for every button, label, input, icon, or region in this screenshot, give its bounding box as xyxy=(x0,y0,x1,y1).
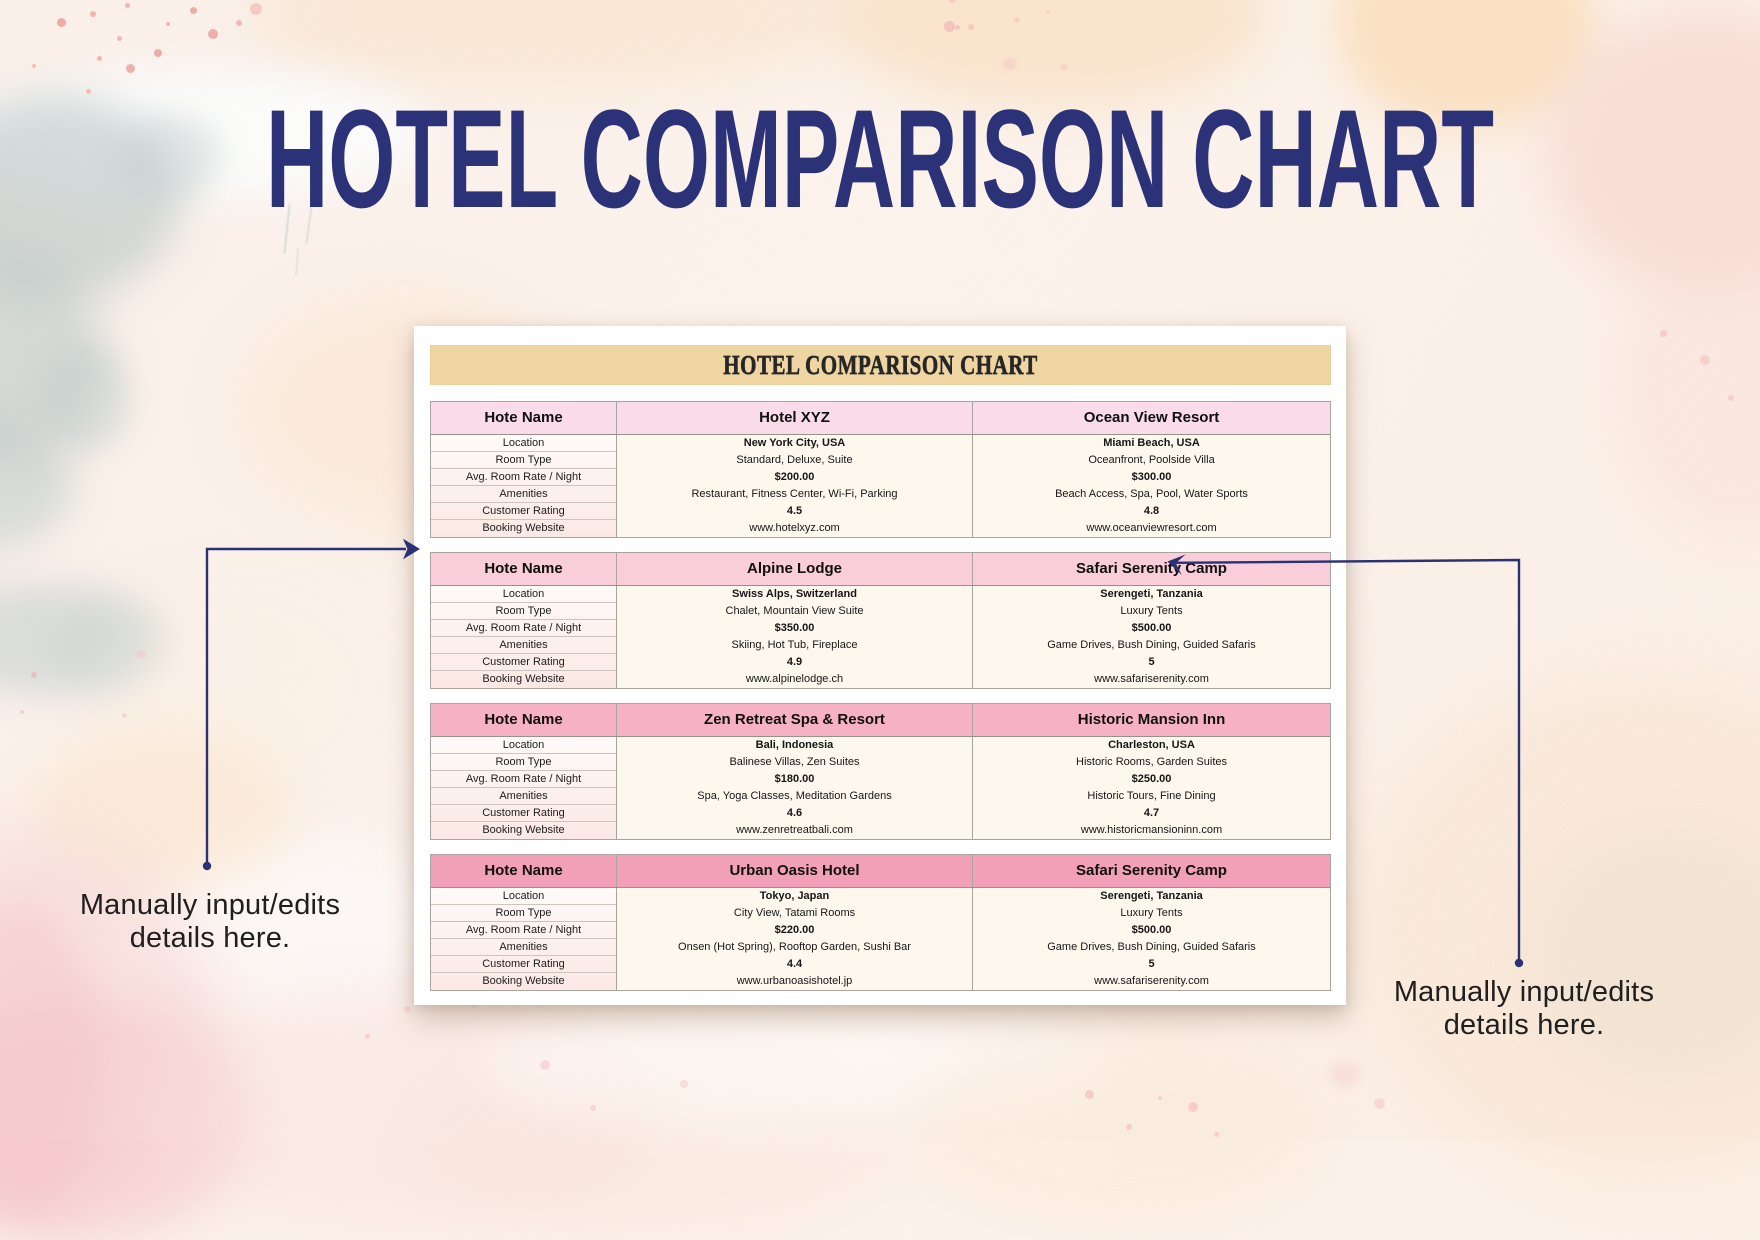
svg-text:HOTEL COMPARISON CHART: HOTEL COMPARISON CHART xyxy=(266,80,1494,237)
